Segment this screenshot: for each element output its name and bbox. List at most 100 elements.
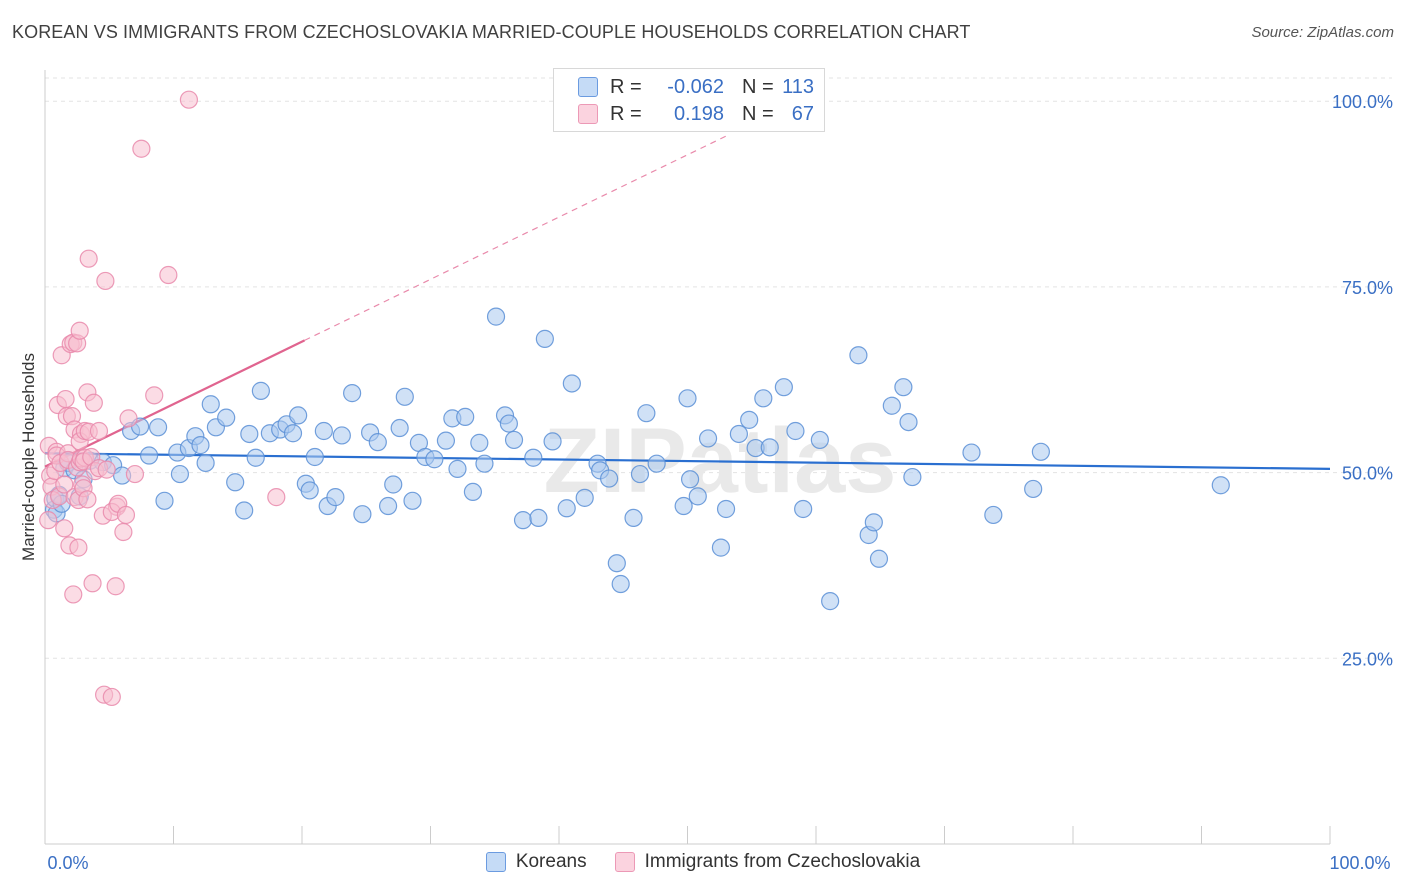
- data-point: [894, 378, 913, 397]
- axes: [44, 70, 1331, 845]
- data-point: [145, 386, 164, 405]
- data-point: [246, 448, 265, 467]
- data-point: [984, 505, 1003, 525]
- data-point: [201, 395, 220, 414]
- data-point: [148, 418, 168, 437]
- legend-swatch-pink: [614, 852, 635, 872]
- data-point: [794, 499, 813, 519]
- data-point: [470, 433, 489, 452]
- data-point: [463, 482, 483, 502]
- data-point: [864, 513, 883, 532]
- data-point: [132, 139, 151, 158]
- data-point: [716, 499, 736, 519]
- data-point: [711, 538, 731, 557]
- data-point: [962, 443, 981, 462]
- data-point: [448, 459, 467, 478]
- data-point: [84, 393, 103, 412]
- data-point: [102, 687, 121, 707]
- legend-n-value: 113: [782, 75, 814, 98]
- data-point: [196, 453, 215, 473]
- data-point: [504, 430, 524, 450]
- legend-n-value: 67: [791, 102, 814, 125]
- data-point: [390, 418, 409, 438]
- data-point: [39, 511, 58, 530]
- data-point: [395, 387, 414, 406]
- data-point: [155, 491, 174, 510]
- legend-row-czechoslovakia: R = 0.198 N = 67: [578, 102, 814, 126]
- data-point: [688, 487, 707, 506]
- data-point: [78, 490, 97, 509]
- data-point: [524, 448, 543, 467]
- data-point: [529, 508, 548, 528]
- stats-legend: R = -0.062 N = 113 R = 0.198 N = 67: [553, 68, 825, 132]
- data-point: [70, 321, 89, 340]
- data-point: [475, 454, 494, 473]
- data-point: [96, 271, 115, 291]
- data-point: [332, 426, 351, 445]
- legend-r-label: R =: [610, 75, 642, 98]
- data-point: [425, 450, 444, 469]
- data-point: [436, 431, 456, 450]
- data-point: [267, 488, 286, 507]
- data-point: [83, 574, 102, 593]
- legend-n-label: N =: [742, 102, 774, 125]
- data-point: [283, 424, 303, 443]
- data-point: [116, 505, 136, 525]
- data-point: [159, 265, 178, 285]
- legend-label-koreans: Koreans: [515, 851, 587, 872]
- data-point: [575, 488, 594, 507]
- data-point: [368, 433, 387, 452]
- legend-n-label: N =: [742, 75, 774, 98]
- data-point: [226, 473, 245, 492]
- data-point: [882, 396, 901, 415]
- trend-line-czechoslovakia-extension: [304, 135, 727, 341]
- data-point: [786, 421, 805, 441]
- data-point: [740, 410, 759, 429]
- data-point: [600, 469, 619, 488]
- data-point: [55, 475, 74, 494]
- legend-row-koreans: R = -0.062 N = 113: [578, 75, 814, 99]
- series-czechoslovakia: [39, 90, 286, 707]
- data-point: [810, 430, 829, 450]
- data-point: [305, 447, 324, 467]
- data-point: [760, 438, 779, 457]
- data-point: [611, 574, 630, 594]
- x-tick-label: 100.0%: [1329, 853, 1390, 873]
- data-point: [179, 90, 199, 109]
- data-point: [353, 505, 372, 524]
- data-point: [79, 249, 98, 268]
- data-point: [543, 432, 562, 451]
- data-point: [55, 519, 74, 538]
- data-point: [403, 491, 422, 510]
- axis-labels: 25.0% 50.0% 75.0% 100.0% 0.0% 100.0% Married-c…: [19, 92, 1393, 873]
- series-legend: Koreans Immigrants from Czechoslovakia: [0, 851, 1406, 873]
- legend-r-value: -0.062: [667, 75, 724, 98]
- data-point: [562, 374, 581, 393]
- data-point: [630, 464, 650, 484]
- data-point: [289, 406, 308, 425]
- y-axis-title: Married-couple Households: [19, 353, 38, 561]
- data-point: [251, 381, 270, 400]
- data-point: [240, 424, 259, 444]
- data-point: [69, 538, 88, 557]
- legend-label-czechoslovakia: Immigrants from Czechoslovakia: [644, 851, 921, 872]
- trend-line-czechoslovakia: [44, 339, 306, 468]
- data-point: [607, 554, 626, 573]
- data-point: [97, 460, 116, 479]
- data-point: [314, 421, 333, 441]
- data-point: [535, 329, 554, 348]
- data-point: [89, 421, 109, 441]
- data-point: [456, 407, 475, 426]
- data-point: [106, 577, 125, 596]
- data-point: [235, 501, 254, 520]
- y-tick-label: 100.0%: [1332, 92, 1393, 112]
- data-point: [1024, 479, 1043, 499]
- data-point: [378, 496, 398, 516]
- legend-swatch-blue: [578, 77, 598, 97]
- data-point: [680, 470, 700, 489]
- data-point: [674, 496, 693, 516]
- data-point: [64, 585, 83, 604]
- y-tick-label: 75.0%: [1342, 278, 1393, 298]
- data-point: [217, 408, 236, 427]
